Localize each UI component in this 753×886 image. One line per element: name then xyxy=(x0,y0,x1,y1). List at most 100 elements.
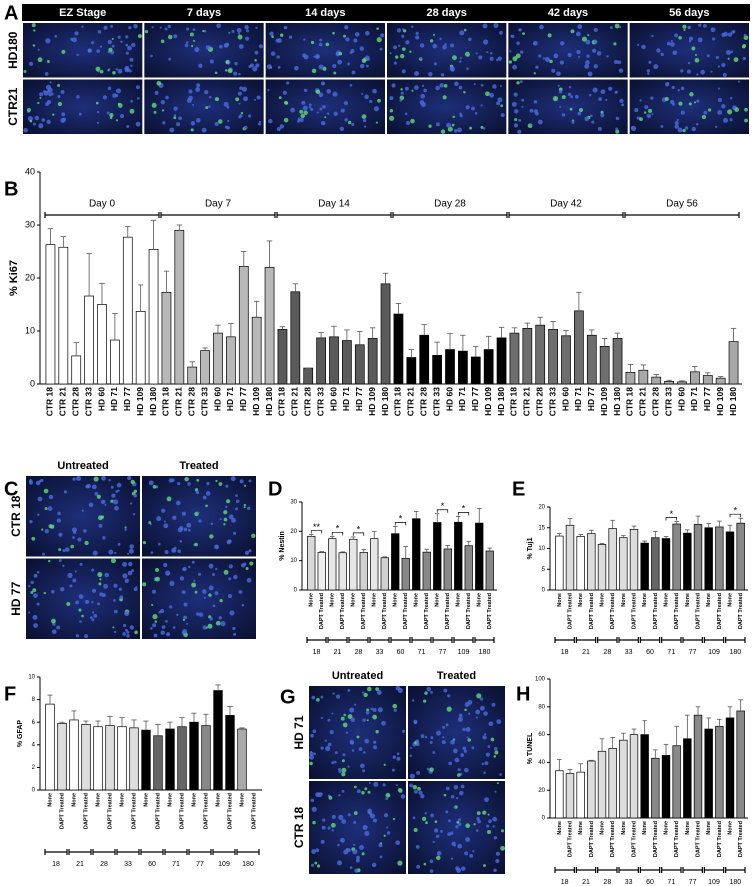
cell xyxy=(351,749,355,752)
cell xyxy=(434,820,438,824)
cell xyxy=(656,48,661,53)
cell xyxy=(514,118,518,122)
bar xyxy=(651,757,660,819)
group-label: 28 xyxy=(100,861,108,868)
micrograph xyxy=(26,476,140,557)
cell xyxy=(189,32,194,37)
cell xyxy=(499,84,502,88)
cell xyxy=(433,62,437,66)
bar xyxy=(483,349,494,385)
cell xyxy=(401,69,406,74)
y-axis-label: % TUNEL xyxy=(527,732,534,764)
cell xyxy=(361,852,365,856)
cell xyxy=(71,527,77,533)
cell xyxy=(529,108,534,113)
cell xyxy=(32,614,38,620)
cell xyxy=(653,64,659,70)
x-tick-label: DAPT Treated xyxy=(567,593,573,629)
cell xyxy=(229,610,235,616)
cell xyxy=(712,37,716,41)
cell xyxy=(117,35,121,39)
cell xyxy=(152,614,158,620)
cell xyxy=(57,94,61,99)
cell xyxy=(428,124,432,128)
cell xyxy=(482,810,487,815)
bar xyxy=(406,357,417,385)
cell xyxy=(125,35,129,39)
y-tick-label: 0 xyxy=(294,588,298,594)
cell xyxy=(209,534,214,539)
y-tick-label: 30 xyxy=(290,500,297,506)
cell xyxy=(400,53,405,59)
cell xyxy=(195,87,201,92)
cell xyxy=(710,27,716,33)
cell xyxy=(466,736,469,739)
cell xyxy=(151,102,157,108)
cell xyxy=(46,100,52,105)
cell xyxy=(241,603,245,607)
cell xyxy=(399,98,403,102)
cell xyxy=(120,40,123,44)
x-tick-label: None xyxy=(393,593,399,607)
cell xyxy=(373,745,378,750)
bar xyxy=(725,717,735,819)
cell xyxy=(372,88,377,94)
cell xyxy=(23,70,27,73)
cell xyxy=(320,746,324,750)
cell xyxy=(326,112,330,115)
cell xyxy=(533,109,538,114)
cell xyxy=(89,616,93,619)
cell xyxy=(732,106,736,110)
cell xyxy=(509,50,512,53)
significance-bracket xyxy=(436,509,449,513)
cell xyxy=(208,585,214,591)
cell xyxy=(156,516,162,522)
cell xyxy=(706,54,710,58)
cell xyxy=(433,33,436,36)
cell xyxy=(205,491,211,496)
cell xyxy=(190,121,196,126)
cell xyxy=(94,491,99,496)
x-tick-label: DAPT Treated xyxy=(717,821,723,857)
cell xyxy=(233,632,237,636)
cell xyxy=(349,83,353,87)
cell xyxy=(742,56,747,61)
cell xyxy=(44,507,48,511)
cell xyxy=(297,117,301,121)
y-tick-label: 8 xyxy=(32,697,36,703)
cell xyxy=(164,550,169,555)
cell xyxy=(429,869,434,873)
x-tick-label: HD 109 xyxy=(367,387,377,416)
group-bracket xyxy=(682,867,703,873)
cell xyxy=(302,105,308,111)
cell xyxy=(249,561,254,566)
cell xyxy=(717,65,721,68)
cell xyxy=(430,736,434,740)
cell xyxy=(111,44,115,48)
cell xyxy=(172,550,175,553)
cell xyxy=(465,727,471,732)
cell xyxy=(584,116,589,122)
x-tick-label: CTR 33 xyxy=(663,387,673,417)
group-bracket xyxy=(160,212,276,218)
cell xyxy=(512,56,518,62)
group-bracket xyxy=(703,637,725,643)
cell xyxy=(320,695,324,699)
cell xyxy=(639,117,643,122)
y-tick-label: 10 xyxy=(25,325,35,335)
cell xyxy=(419,57,423,60)
bar xyxy=(161,291,172,385)
cell xyxy=(237,32,241,35)
cell xyxy=(108,549,114,555)
cell xyxy=(513,123,519,128)
significance-label: * xyxy=(336,524,340,534)
column-label: 28 days xyxy=(426,7,466,19)
cell xyxy=(218,482,223,486)
bar xyxy=(475,522,484,591)
cell xyxy=(492,84,497,89)
cell xyxy=(334,751,338,755)
cell xyxy=(206,481,210,486)
x-tick-label: CTR 18 xyxy=(45,387,55,417)
group-label: 18 xyxy=(52,861,60,868)
group-bracket xyxy=(164,849,188,855)
